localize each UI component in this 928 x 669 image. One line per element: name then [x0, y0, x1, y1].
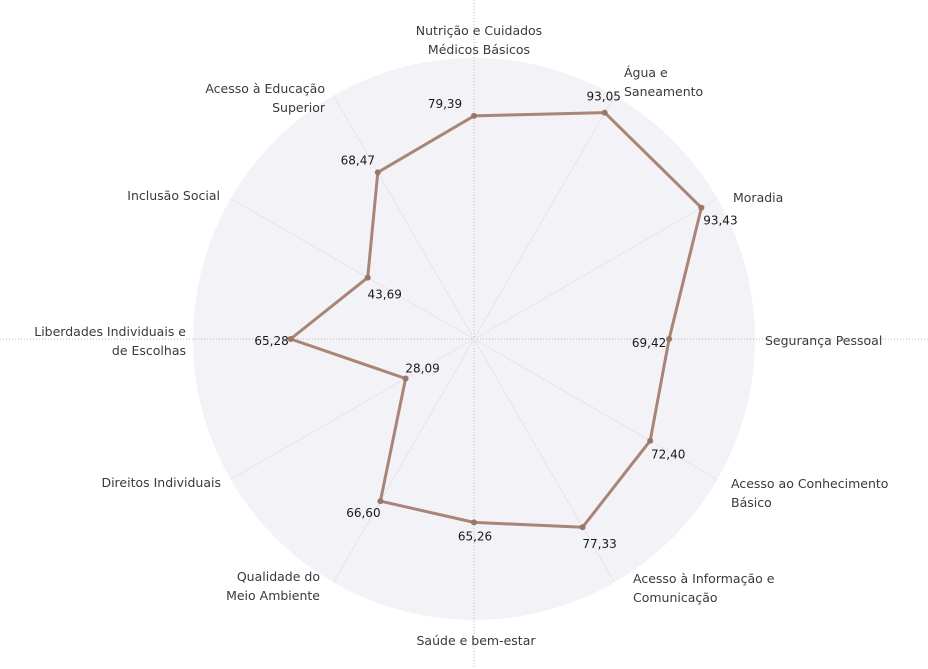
- category-label-12: Acesso à Educação Superior: [205, 81, 326, 115]
- value-label-12: 68,47: [341, 153, 375, 167]
- category-label-5-line-2: Básico: [731, 495, 772, 510]
- radar-point-2: [601, 109, 608, 116]
- category-label-12-line-2: Superior: [272, 100, 326, 115]
- radar-spoke-8: [333, 338, 475, 583]
- radar-point-6: [579, 524, 586, 531]
- category-label-2-line-2: Saneamento: [624, 84, 703, 99]
- series-layer: [287, 109, 705, 531]
- value-label-6: 77,33: [582, 537, 616, 551]
- category-label-5: Acesso ao Conhecimento Básico: [731, 476, 888, 510]
- category-label-6-line-1: Acesso à Informação e: [633, 571, 775, 586]
- category-label-12-line-1: Acesso à Educação: [205, 81, 325, 96]
- category-label-7: Saúde e bem-estar: [417, 633, 537, 648]
- radar-point-11: [364, 274, 371, 281]
- radar-point-1: [471, 112, 477, 119]
- radar-point-5: [647, 437, 654, 444]
- category-label-10-line-1: Liberdades Individuais e: [34, 324, 186, 339]
- category-label-1-line-2: Médicos Básicos: [428, 42, 530, 57]
- value-label-9: 28,09: [405, 362, 439, 376]
- category-label-8-line-2: Meio Ambiente: [226, 588, 320, 603]
- value-label-7: 65,26: [458, 529, 492, 543]
- category-label-5-line-1: Acesso ao Conhecimento: [731, 476, 888, 491]
- radar-point-7: [471, 519, 477, 526]
- category-label-10: Liberdades Individuais e de Escolhas: [34, 324, 186, 358]
- value-label-11: 43,69: [368, 288, 402, 302]
- value-label-5: 72,40: [651, 448, 685, 462]
- category-label-11-line-1: Inclusão Social: [127, 188, 220, 203]
- radar-point-9: [402, 375, 409, 382]
- radar-spoke-9: [230, 338, 475, 480]
- value-label-3: 93,43: [703, 214, 737, 228]
- category-label-3-line-1: Moradia: [733, 190, 783, 205]
- value-label-2: 93,05: [587, 90, 621, 104]
- radar-point-8: [377, 498, 384, 505]
- radar-spoke-12: [333, 95, 475, 340]
- radar-spoke-11: [230, 198, 475, 340]
- label-layer: 79,39 Nutrição e Cuidados Médicos Básicos 9…: [34, 23, 888, 648]
- value-label-10: 65,28: [254, 334, 288, 348]
- radar-spoke-6: [473, 338, 615, 583]
- value-label-4: 69,42: [632, 336, 666, 350]
- category-label-9-line-1: Direitos Individuais: [101, 475, 221, 490]
- category-label-1-line-1: Nutrição e Cuidados: [416, 23, 542, 38]
- category-label-4: Segurança Pessoal: [765, 333, 882, 348]
- category-label-8-line-1: Qualidade do: [237, 569, 320, 584]
- radar-point-10: [287, 336, 294, 342]
- category-label-6: Acesso à Informação e Comunicação: [633, 571, 775, 605]
- value-label-1: 79,39: [428, 97, 462, 111]
- category-label-6-line-2: Comunicação: [633, 590, 718, 605]
- radar-point-4: [666, 336, 673, 342]
- radar-point-12: [374, 169, 381, 176]
- category-label-4-line-1: Segurança Pessoal: [765, 333, 882, 348]
- radar-point-3: [698, 204, 705, 211]
- radar-spoke-3: [473, 198, 718, 340]
- value-label-8: 66,60: [346, 506, 380, 520]
- category-label-11: Inclusão Social: [127, 188, 220, 203]
- category-label-7-line-1: Saúde e bem-estar: [417, 633, 537, 648]
- category-label-3: Moradia: [733, 190, 783, 205]
- radar-spoke-5: [473, 338, 718, 480]
- radar-spoke-2: [473, 95, 615, 340]
- category-label-10-line-2: de Escolhas: [112, 343, 186, 358]
- category-label-9: Direitos Individuais: [101, 475, 221, 490]
- category-label-2: Água e Saneamento: [624, 65, 703, 99]
- category-label-2-line-1: Água e: [624, 65, 668, 80]
- category-label-1: Nutrição e Cuidados Médicos Básicos: [416, 23, 542, 57]
- category-label-8: Qualidade do Meio Ambiente: [226, 569, 320, 603]
